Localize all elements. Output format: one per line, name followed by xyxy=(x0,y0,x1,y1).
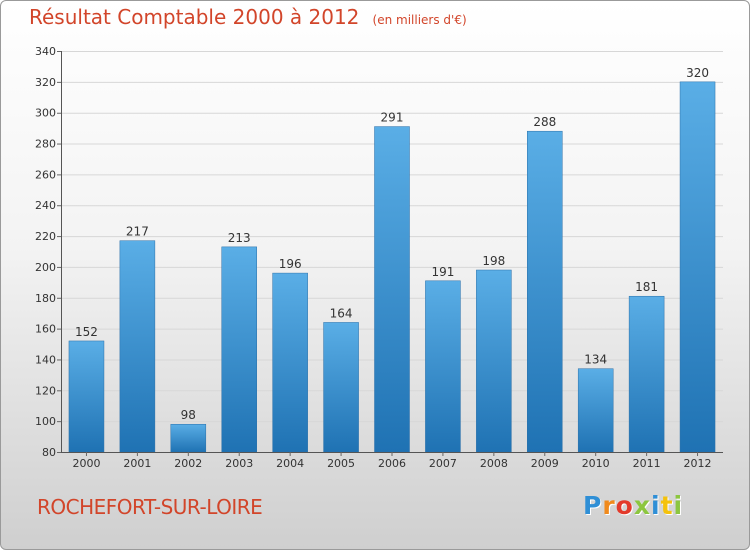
x-tick-label: 2011 xyxy=(633,457,661,470)
data-label: 291 xyxy=(381,111,404,125)
y-tick-label: 200 xyxy=(35,261,56,274)
commune-name: ROCHEFORT-SUR-LOIRE xyxy=(37,495,263,519)
y-tick-label: 340 xyxy=(35,45,56,58)
x-tick-label: 2004 xyxy=(276,457,304,470)
logo-letter: i xyxy=(651,491,661,520)
x-axis: 2000 2001 2002 2003 2004 2005 2006 2007 2008 2009… xyxy=(61,452,723,470)
bar-2005 xyxy=(323,322,359,453)
y-tick-label: 180 xyxy=(35,292,56,305)
x-tick-label: 2012 xyxy=(684,457,712,470)
bar-2003 xyxy=(221,246,257,453)
bar-2000 xyxy=(68,340,105,453)
title-row: Résultat Comptable 2000 à 2012 (en milli… xyxy=(29,5,467,29)
x-tick-label: 2005 xyxy=(327,457,355,470)
y-tick-label: 100 xyxy=(35,415,56,428)
x-tick-label: 2001 xyxy=(123,457,151,470)
unit-label: (en milliers d'€) xyxy=(372,13,467,27)
bar-2006 xyxy=(374,126,410,453)
logo-letter: r xyxy=(602,491,616,520)
y-tick-label: 320 xyxy=(35,76,56,89)
y-tick-label: 300 xyxy=(35,107,56,120)
bar-2010 xyxy=(577,368,614,453)
y-tick-label: 260 xyxy=(35,168,56,181)
data-label: 152 xyxy=(75,325,98,339)
x-tick-label: 2007 xyxy=(429,457,457,470)
y-tick-label: 140 xyxy=(35,353,56,366)
logo-letter: i xyxy=(673,491,684,520)
data-label: 191 xyxy=(431,265,454,279)
bar-2002 xyxy=(170,423,207,453)
x-tick-label: 2008 xyxy=(480,457,508,470)
data-label: 217 xyxy=(126,225,149,239)
data-label: 181 xyxy=(635,280,658,294)
bar-2012 xyxy=(679,81,716,453)
y-tick-label: 220 xyxy=(35,230,56,243)
logo-letter: t xyxy=(660,491,674,520)
data-label: 164 xyxy=(330,306,353,320)
data-label: 198 xyxy=(482,254,505,268)
y-axis: 80 100 120 140 160 180 200 220 240 260 280 300 320 34… xyxy=(35,45,62,459)
bar-2008 xyxy=(476,269,512,453)
logo-letter: x xyxy=(633,491,651,520)
bar-2009 xyxy=(527,130,563,453)
y-tick-label: 80 xyxy=(42,446,56,459)
x-tick-label: 2006 xyxy=(378,457,406,470)
data-label: 134 xyxy=(584,353,607,367)
data-label: 213 xyxy=(228,231,251,245)
data-label: 98 xyxy=(181,408,196,422)
data-label: 288 xyxy=(533,115,556,129)
data-label: 320 xyxy=(686,66,709,80)
x-tick-label: 2002 xyxy=(174,457,202,470)
data-label: 196 xyxy=(279,257,302,271)
x-tick-label: 2003 xyxy=(225,457,253,470)
proxiti-logo: Proxiti xyxy=(583,491,683,520)
y-tick-label: 160 xyxy=(35,323,56,336)
x-tick-label: 2010 xyxy=(582,457,610,470)
y-tick-label: 240 xyxy=(35,199,56,212)
y-tick-label: 280 xyxy=(35,138,56,151)
logo-letter: o xyxy=(615,491,634,520)
logo-letter: P xyxy=(583,491,603,520)
bar-2007 xyxy=(425,280,461,453)
bar-2011 xyxy=(628,295,665,453)
bar-2004 xyxy=(272,272,308,453)
chart-title: Résultat Comptable 2000 à 2012 xyxy=(29,5,360,29)
y-tick-label: 120 xyxy=(35,384,56,397)
x-tick-label: 2009 xyxy=(531,457,559,470)
bars: 152 217 98 213 196 164 291 191 198 288 134 181 320 xyxy=(68,66,716,453)
x-tick-label: 2000 xyxy=(72,457,100,470)
bar-2001 xyxy=(119,240,156,453)
